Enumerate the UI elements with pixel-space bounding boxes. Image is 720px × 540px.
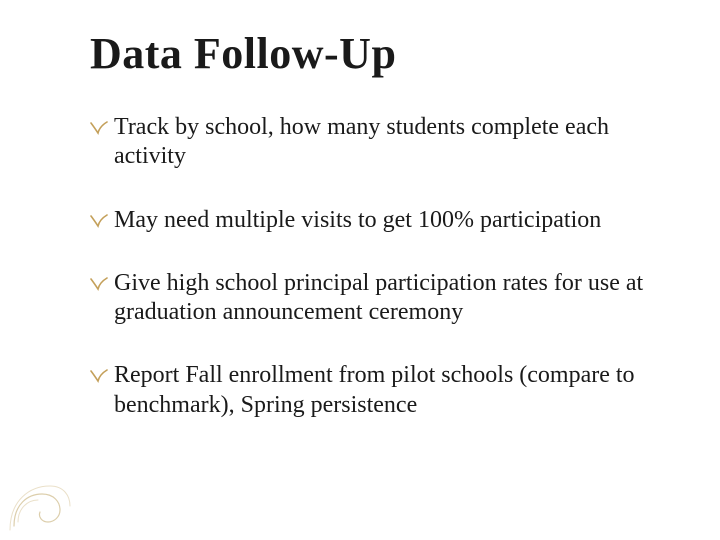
slide: Data Follow-Up Track by school, how many… [0, 0, 720, 540]
bullet-item: Give high school principal participation… [90, 269, 670, 328]
bullet-item: Report Fall enrollment from pilot school… [90, 361, 670, 420]
bullet-item: May need multiple visits to get 100% par… [90, 206, 670, 235]
slide-title: Data Follow-Up [90, 28, 670, 79]
bullet-list: Track by school, how many students compl… [90, 113, 670, 420]
decorative-swirl-icon [6, 464, 76, 534]
bullet-item: Track by school, how many students compl… [90, 113, 670, 172]
